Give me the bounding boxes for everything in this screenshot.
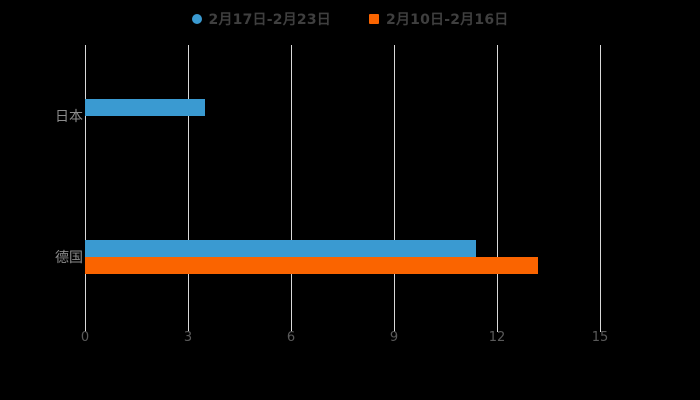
tick-mark-x — [188, 327, 189, 332]
tick-mark-x — [85, 327, 86, 332]
tick-mark-x — [291, 327, 292, 332]
gridline-x — [497, 45, 498, 327]
gridline-x — [394, 45, 395, 327]
chart-legend: 2月17日-2月23日 2月10日-2月16日 — [0, 6, 700, 32]
y-axis-category-label: 日本 — [55, 108, 83, 125]
bar[interactable] — [85, 98, 206, 116]
x-axis-tick-label: 15 — [591, 330, 609, 345]
gridline-x — [85, 45, 86, 327]
x-axis-tick-label: 12 — [488, 330, 506, 345]
tick-mark-x — [497, 327, 498, 332]
dot-icon — [191, 14, 202, 24]
legend-item-series-1[interactable]: 2月10日-2月16日 — [369, 9, 508, 29]
y-axis-category-label: 德国 — [55, 249, 83, 266]
gridline-x — [600, 45, 601, 327]
legend-label-series-1: 2月10日-2月16日 — [386, 12, 509, 28]
x-axis-tick-label: 6 — [286, 330, 296, 345]
x-axis-tick-label: 3 — [183, 330, 193, 345]
gridline-x — [188, 45, 189, 327]
square-icon — [369, 14, 379, 24]
tick-mark-x — [600, 327, 601, 332]
bar[interactable] — [85, 239, 477, 257]
x-axis-tick-label: 9 — [389, 330, 399, 345]
gridline-x — [291, 45, 292, 327]
legend-label-series-0: 2月17日-2月23日 — [208, 12, 331, 28]
bar[interactable] — [85, 256, 539, 274]
legend-item-series-0[interactable]: 2月17日-2月23日 — [191, 9, 331, 29]
plot-area — [85, 45, 601, 332]
x-axis-tick-label: 0 — [80, 330, 90, 345]
tick-mark-x — [394, 327, 395, 332]
